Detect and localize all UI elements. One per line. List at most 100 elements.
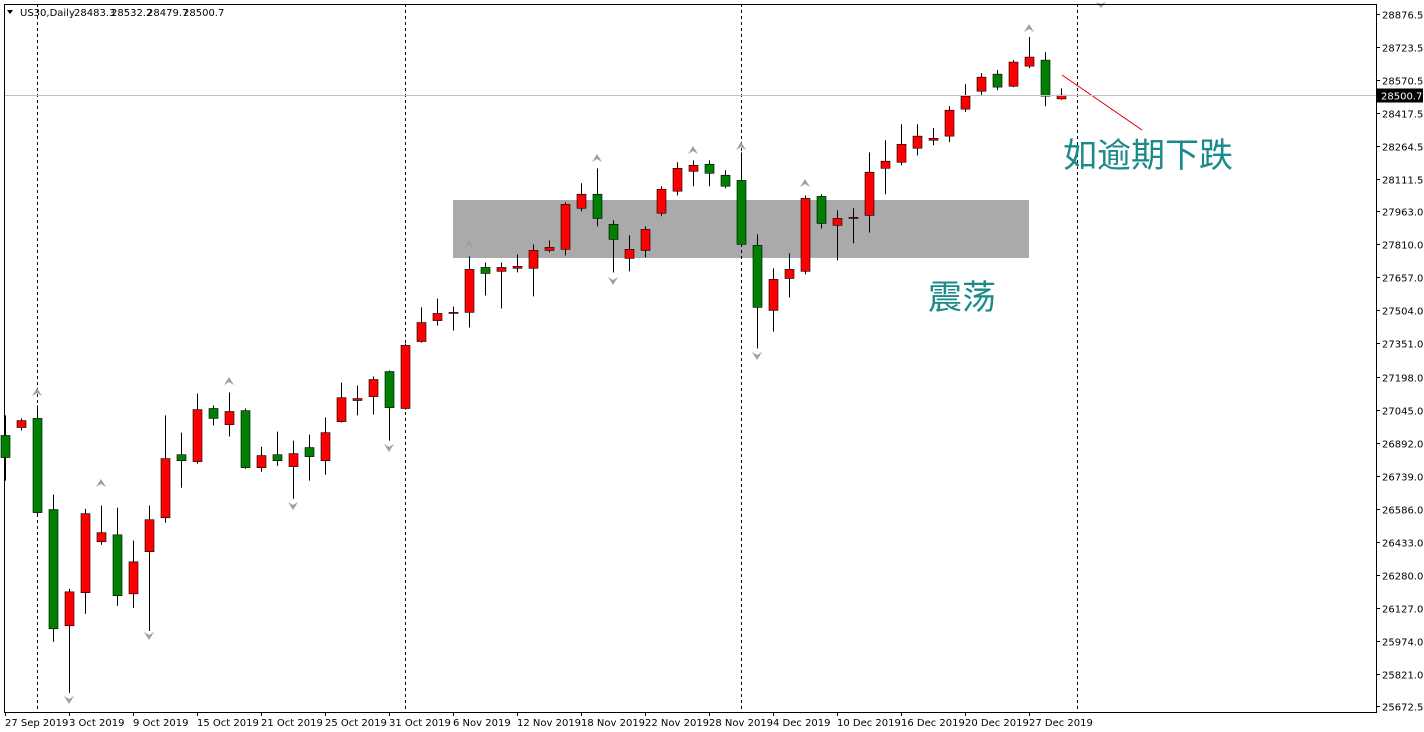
candle-body	[0, 435, 11, 458]
header-high: 28532.2	[111, 8, 152, 19]
candle-body	[960, 95, 971, 110]
candle-body	[464, 269, 475, 313]
x-tick-label: 18 Nov 2019	[581, 718, 645, 729]
candle-body	[944, 109, 955, 137]
header-close: 28500.7	[183, 8, 224, 19]
x-tick-label: 6 Nov 2019	[453, 718, 511, 729]
x-tick-label: 16 Dec 2019	[901, 718, 965, 729]
candle-body	[176, 454, 187, 462]
chart-title: US30,Daily	[20, 8, 75, 19]
candle-body	[192, 409, 203, 462]
candle-body	[912, 135, 923, 149]
candle-body	[896, 144, 907, 163]
y-tick-label: 28723.5	[1382, 44, 1423, 55]
candle-body	[384, 371, 395, 408]
y-tick-label: 25672.5	[1382, 703, 1423, 714]
candle-body	[816, 196, 827, 224]
candle-body	[736, 180, 747, 245]
fractal-down	[144, 632, 154, 640]
fractal-up	[224, 377, 234, 385]
fractal-down	[64, 696, 74, 704]
candle-body	[512, 266, 523, 269]
candle-body	[320, 432, 331, 462]
candle-body	[304, 447, 315, 457]
candle-body	[496, 267, 507, 272]
y-tick-label: 26892.0	[1382, 440, 1423, 451]
fractal-up	[32, 388, 42, 396]
plot-border	[4, 4, 1377, 713]
y-tick-label: 28111.5	[1382, 176, 1423, 187]
y-tick-label: 26586.0	[1382, 506, 1423, 517]
annotation-arrow	[1061, 74, 1143, 131]
x-tick-label: 27 Dec 2019	[1029, 718, 1093, 729]
candle-body	[224, 411, 235, 425]
y-tick-label: 28570.5	[1382, 77, 1423, 88]
candle-body	[1024, 56, 1035, 67]
x-tick-label: 28 Nov 2019	[709, 718, 773, 729]
y-tick-label: 28264.5	[1382, 143, 1423, 154]
candle-body	[256, 455, 267, 468]
candle-body	[608, 223, 619, 240]
candle-body	[864, 171, 875, 216]
candle-body	[288, 453, 299, 467]
fractal-up	[1024, 24, 1034, 32]
candle-body	[32, 418, 43, 513]
candle-body	[560, 204, 571, 250]
fractal-down	[384, 444, 394, 452]
candle-body	[416, 322, 427, 342]
fractal-up	[736, 142, 746, 150]
x-tick-label: 9 Oct 2019	[133, 718, 188, 729]
candle-body	[16, 420, 27, 428]
candle-body	[704, 163, 715, 174]
x-tick-label: 10 Dec 2019	[837, 718, 901, 729]
candle-body	[752, 245, 763, 308]
y-tick-label: 28417.5	[1382, 110, 1423, 121]
y-tick-label: 25821.0	[1382, 671, 1423, 682]
candle-body	[64, 591, 75, 627]
candle-body	[976, 76, 987, 92]
fractal-up	[96, 479, 106, 487]
candle-body	[480, 267, 491, 274]
candle-body	[352, 398, 363, 401]
candle-body	[592, 193, 603, 219]
candle-body	[160, 458, 171, 519]
candle-body	[432, 313, 443, 321]
candle-body	[528, 250, 539, 269]
y-tick-label: 25974.0	[1382, 638, 1423, 649]
y-tick-label: 26433.0	[1382, 539, 1423, 550]
candle-body	[848, 217, 859, 219]
candle-body	[336, 397, 347, 422]
header-open: 28483.3	[74, 8, 115, 19]
candle-body	[656, 188, 667, 214]
x-tick-label: 27 Sep 2019	[5, 718, 68, 729]
candle-body	[928, 137, 939, 141]
candle-body	[128, 561, 139, 595]
candle-body	[832, 218, 843, 226]
price-tag	[1377, 88, 1423, 103]
candle-body	[672, 168, 683, 192]
candle-body	[1040, 59, 1051, 97]
fractal-up	[800, 179, 810, 187]
x-tick-label: 21 Oct 2019	[261, 718, 323, 729]
annotation: 如逾期下跌	[1063, 136, 1233, 176]
candle-body	[720, 174, 731, 187]
fractal-down	[608, 277, 618, 285]
candle-body	[80, 513, 91, 594]
y-tick-label: 27045.0	[1382, 407, 1423, 418]
y-tick-label: 27963.0	[1382, 208, 1423, 219]
fractal-up	[688, 146, 698, 154]
y-tick-label: 27198.0	[1382, 374, 1423, 385]
candle-body	[624, 249, 635, 259]
x-tick-label: 15 Oct 2019	[197, 718, 259, 729]
candle-body	[784, 269, 795, 279]
candle-body	[48, 509, 59, 630]
x-tick-label: 12 Nov 2019	[517, 718, 581, 729]
x-tick-label: 3 Oct 2019	[69, 718, 124, 729]
y-tick-label: 28876.5	[1382, 11, 1423, 22]
candle-body	[1008, 61, 1019, 87]
candle-body	[368, 379, 379, 397]
candle-body	[688, 164, 699, 172]
candle-body	[800, 198, 811, 272]
